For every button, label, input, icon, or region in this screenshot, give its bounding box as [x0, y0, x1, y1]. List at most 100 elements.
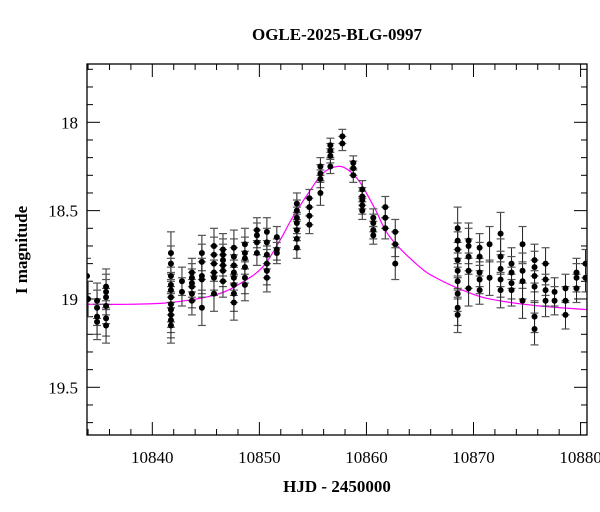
data-point	[497, 276, 504, 283]
data-point	[94, 304, 101, 311]
data-point	[370, 220, 377, 226]
data-point	[219, 262, 226, 269]
data-point	[497, 230, 504, 237]
data-point	[167, 294, 174, 301]
data-point	[293, 235, 300, 242]
data-point	[465, 267, 472, 274]
data-point	[327, 163, 334, 170]
data-point	[178, 288, 185, 295]
data-point	[359, 197, 366, 204]
data-point	[519, 241, 526, 248]
data-point	[531, 283, 538, 290]
data-point	[253, 227, 260, 234]
data-point	[531, 264, 538, 271]
data-point	[198, 304, 205, 311]
data-point	[392, 228, 399, 235]
data-point	[582, 274, 587, 281]
x-tick-labels: 10840 10850 10860 10870 10880	[131, 448, 600, 467]
y-axis-label: I magnitude	[12, 205, 31, 294]
data-point	[94, 318, 101, 325]
data-point	[230, 253, 237, 260]
data-point	[241, 264, 248, 271]
data-point	[562, 311, 569, 318]
y-tick-label: 19.5	[48, 378, 78, 397]
data-point	[454, 311, 461, 318]
data-point	[392, 260, 399, 267]
data-point	[293, 214, 300, 221]
data-point	[273, 234, 280, 241]
data-point	[241, 281, 248, 288]
data-point	[508, 269, 515, 276]
x-tick-label: 10840	[131, 448, 174, 467]
data-point	[382, 225, 389, 232]
data-point	[188, 274, 195, 281]
data-point	[219, 267, 226, 274]
data-point	[531, 257, 538, 264]
data-point	[167, 322, 174, 329]
data-point	[359, 202, 366, 209]
data-point	[327, 152, 334, 159]
data-point	[476, 269, 483, 276]
data-point	[339, 133, 346, 140]
data-point	[465, 242, 472, 249]
y-tick-labels: 18 18.5 19 19.5	[48, 113, 78, 397]
data-point	[293, 200, 300, 207]
data-point	[241, 255, 248, 262]
data-point	[370, 214, 377, 221]
data-point	[476, 276, 483, 283]
data-point	[230, 299, 237, 306]
data-point	[103, 283, 110, 290]
data-point	[317, 163, 324, 170]
data-point	[219, 257, 226, 264]
data-point	[497, 265, 504, 272]
data-point	[359, 186, 366, 193]
data-point	[198, 276, 205, 283]
data-point	[542, 276, 549, 283]
data-point	[327, 142, 334, 149]
data-point	[519, 278, 526, 285]
chart-title: OGLE-2025-BLG-0997	[252, 25, 423, 44]
data-point	[263, 274, 270, 281]
data-point	[317, 170, 324, 177]
data-point	[542, 287, 549, 294]
data-point	[210, 260, 217, 267]
data-point	[465, 253, 472, 260]
data-point	[188, 269, 195, 276]
data-point	[476, 287, 483, 294]
data-point	[573, 269, 580, 276]
data-point	[582, 260, 587, 267]
data-point	[519, 267, 526, 274]
y-tick-label: 18.5	[48, 202, 78, 221]
data-point	[94, 313, 101, 320]
data-point	[188, 283, 195, 290]
data-point	[230, 262, 237, 269]
data-point	[382, 214, 389, 221]
data-point	[210, 274, 217, 281]
data-point	[87, 295, 92, 302]
data-point	[94, 297, 101, 304]
data-point	[350, 165, 357, 172]
data-point	[551, 297, 558, 304]
data-point	[542, 297, 549, 304]
data-point	[167, 260, 174, 267]
data-point	[465, 237, 472, 244]
data-point	[476, 244, 483, 251]
data-point	[263, 251, 270, 258]
data-point-layer	[87, 133, 587, 332]
x-tick-label: 10850	[238, 448, 281, 467]
data-point	[230, 269, 237, 276]
data-point	[167, 250, 174, 257]
data-point	[253, 239, 260, 246]
data-point	[382, 204, 389, 211]
data-point	[293, 207, 300, 214]
data-point	[454, 290, 461, 297]
data-point	[454, 304, 461, 311]
data-point	[167, 273, 174, 279]
data-point	[392, 241, 399, 248]
y-tick-label: 19	[61, 290, 78, 309]
x-axis-label: HJD - 2450000	[283, 477, 391, 496]
data-point	[454, 246, 461, 253]
data-point	[230, 281, 237, 288]
data-point	[188, 297, 195, 304]
